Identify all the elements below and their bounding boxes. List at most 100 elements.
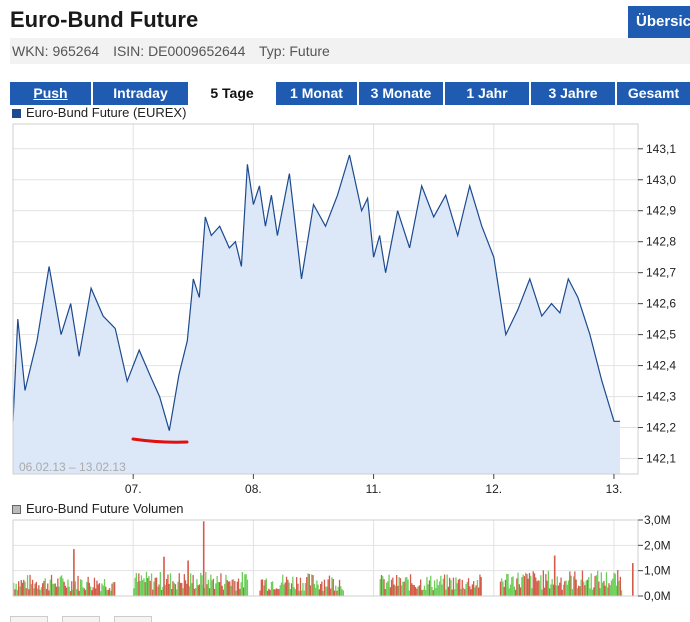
volume-bar	[244, 574, 246, 596]
volume-bar	[465, 583, 467, 596]
volume-bar	[100, 591, 102, 596]
volume-bar	[62, 578, 64, 596]
volume-bar	[43, 580, 45, 596]
bottom-tab-1[interactable]	[10, 616, 48, 622]
volume-bar	[443, 574, 446, 596]
volume-bar	[210, 574, 212, 596]
volume-bar	[268, 588, 270, 596]
volume-bar	[438, 581, 441, 596]
tab-5-tage[interactable]: 5 Tage	[190, 82, 276, 105]
tab-gesamt[interactable]: Gesamt	[617, 82, 690, 105]
volume-bar	[504, 579, 507, 596]
volume-bar	[274, 589, 276, 596]
volume-bar	[471, 584, 473, 596]
volume-bar	[540, 575, 542, 596]
volume-bar	[475, 585, 477, 596]
volume-bar	[289, 589, 291, 596]
volume-bar	[555, 585, 557, 596]
volume-bar	[184, 580, 187, 596]
volume-bar	[388, 574, 390, 596]
volume-y-axis: 3,0M 2,0M 1,0M 0,0M	[638, 513, 671, 603]
volume-bar	[509, 584, 512, 596]
volume-bar	[23, 579, 25, 596]
price-y-tick-label: 142,7	[646, 266, 676, 280]
volume-bar	[585, 580, 587, 596]
volume-bar	[84, 589, 87, 596]
volume-bar	[502, 581, 504, 596]
volume-bar	[396, 575, 398, 596]
volume-bar	[531, 588, 533, 596]
price-legend-label: Euro-Bund Future (EUREX)	[26, 105, 187, 120]
volume-bar	[296, 577, 298, 596]
volume-bar	[341, 589, 343, 596]
volume-bar	[589, 588, 591, 596]
volume-bar	[604, 585, 606, 596]
page-title: Euro-Bund Future	[10, 7, 199, 32]
volume-bar	[158, 584, 160, 596]
volume-bar	[30, 584, 32, 596]
volume-bar	[153, 581, 155, 596]
volume-bar	[597, 570, 599, 596]
tab-3-monate[interactable]: 3 Monate	[359, 82, 445, 105]
volume-bar	[598, 581, 600, 596]
volume-bar	[243, 587, 245, 596]
volume-bar	[564, 581, 566, 596]
volume-bar	[25, 588, 27, 596]
volume-bar	[526, 573, 528, 596]
volume-bar	[503, 586, 505, 596]
volume-bar	[107, 589, 109, 596]
tab-intraday[interactable]: Intraday	[93, 82, 190, 105]
volume-bar	[157, 586, 159, 596]
volume-bar	[302, 582, 304, 596]
volume-bars	[13, 521, 634, 596]
volume-bar	[470, 589, 472, 596]
volume-y-tick-label: 3,0M	[644, 513, 671, 527]
volume-bar	[423, 585, 426, 596]
volume-y-tick-label: 2,0M	[644, 538, 671, 552]
low-annotation-mark	[131, 437, 189, 444]
volume-bar	[584, 585, 586, 596]
volume-bar	[562, 584, 565, 596]
tab-1-jahr[interactable]: 1 Jahr	[445, 82, 531, 105]
volume-bar	[530, 575, 532, 596]
volume-bar	[514, 589, 517, 596]
volume-bar	[191, 583, 193, 596]
tab-push[interactable]: Push	[10, 82, 93, 105]
volume-bar	[45, 588, 48, 596]
volume-bar	[269, 589, 271, 596]
volume-bar	[63, 581, 65, 596]
volume-bar	[203, 588, 206, 596]
bottom-tab-2[interactable]	[62, 616, 100, 622]
volume-bar	[162, 587, 164, 596]
volume-bar	[560, 577, 562, 596]
volume-bar	[88, 582, 90, 596]
volume-bar	[86, 582, 88, 596]
volume-bar	[188, 586, 190, 596]
volume-bar	[469, 586, 471, 596]
volume-bar	[437, 585, 439, 596]
volume-bar	[551, 579, 553, 596]
volume-bar	[330, 588, 332, 596]
volume-bar	[569, 571, 571, 596]
volume-bar	[416, 588, 418, 596]
volume-bar	[546, 580, 548, 596]
bottom-tab-3[interactable]	[114, 616, 152, 622]
volume-bar	[93, 577, 96, 596]
volume-bar	[311, 574, 313, 596]
volume-bar	[454, 589, 456, 596]
volume-bar	[166, 579, 168, 596]
overview-button[interactable]: Übersicht	[628, 6, 690, 38]
volume-bar	[520, 587, 522, 596]
volume-bar	[609, 585, 611, 596]
volume-bar	[102, 585, 104, 596]
price-legend-swatch	[12, 109, 21, 118]
volume-bar	[275, 588, 278, 596]
volume-bar	[462, 587, 465, 596]
volume-bar	[57, 578, 59, 596]
tab-3-jahre[interactable]: 3 Jahre	[531, 82, 617, 105]
volume-bar	[580, 579, 582, 596]
tab-1-monat[interactable]: 1 Monat	[276, 82, 359, 105]
volume-bar	[593, 587, 595, 596]
volume-bar	[460, 589, 462, 596]
price-y-tick-label: 143,1	[646, 142, 676, 156]
